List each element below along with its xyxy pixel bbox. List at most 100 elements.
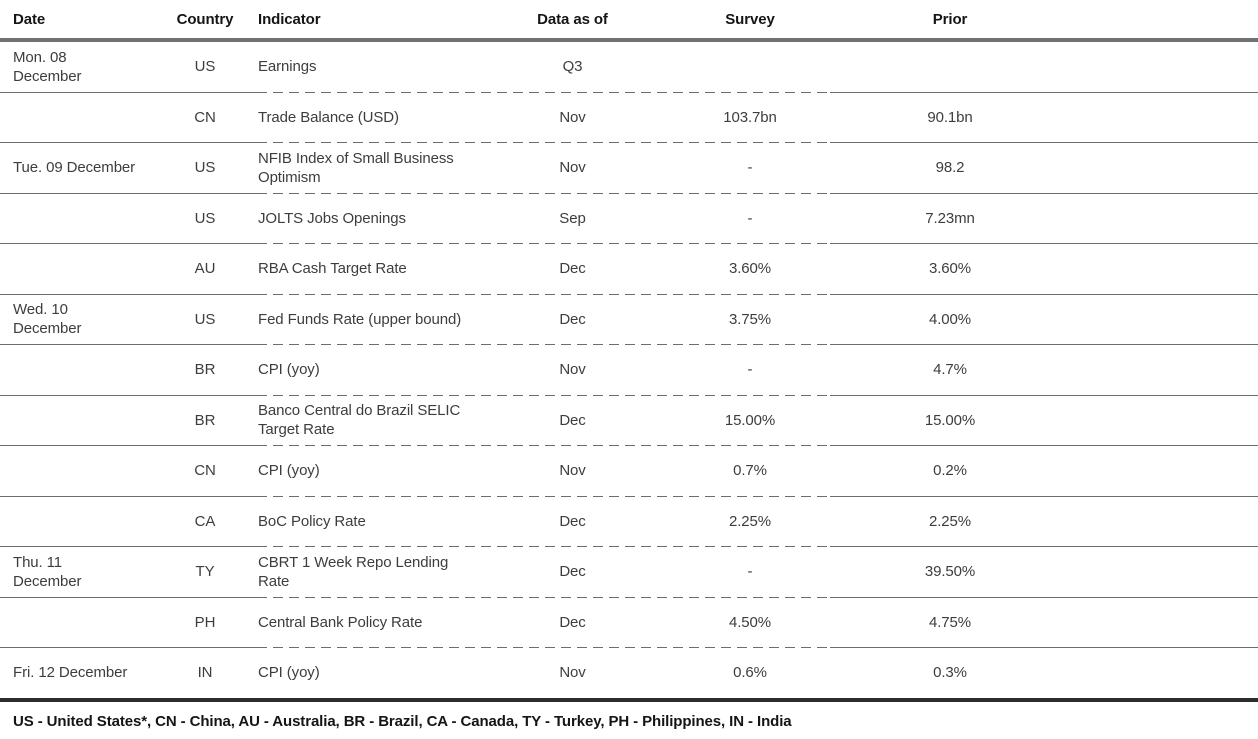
prior-cell: 0.2% xyxy=(933,462,967,480)
table-row: BR Banco Central do Brazil SELIC Target … xyxy=(0,396,1258,446)
country-cell: BR xyxy=(194,361,216,379)
country-cell: BR xyxy=(194,411,216,429)
separator-solid-left xyxy=(0,344,257,345)
country-cell: CN xyxy=(194,462,216,480)
separator-dashed-middle xyxy=(257,192,830,194)
table-row: CA BoC Policy Rate Dec 2.25% 2.25% xyxy=(0,497,1258,547)
filler-cell xyxy=(1045,345,1258,395)
data-as-of-cell: Nov xyxy=(559,664,586,682)
prior-cell: 3.60% xyxy=(928,260,972,278)
prior-cell: 15.00% xyxy=(924,411,976,429)
separator-solid-right xyxy=(830,394,1258,396)
separator-dashed-middle xyxy=(257,596,830,598)
table-row: AU RBA Cash Target Rate Dec 3.60% 3.60% xyxy=(0,244,1258,294)
date-cell: Thu. 11 December xyxy=(13,553,82,590)
separator-dashed-middle xyxy=(257,546,830,547)
country-code-legend: US - United States*, CN - China, AU - Au… xyxy=(13,712,792,730)
separator-solid-right xyxy=(830,91,1258,93)
table-row: Tue. 09 December US NFIB Index of Small … xyxy=(0,143,1258,193)
date-cell: Tue. 09 December xyxy=(13,159,136,177)
separator-solid-right xyxy=(830,243,1258,244)
prior-cell: 4.7% xyxy=(933,361,967,379)
country-cell: PH xyxy=(194,613,216,631)
separator-dashed-middle xyxy=(257,344,830,345)
table-row: Thu. 11 December TY CBRT 1 Week Repo Len… xyxy=(0,547,1258,597)
table-row: Wed. 10 December US Fed Funds Rate (uppe… xyxy=(0,295,1258,345)
data-as-of-cell: Dec xyxy=(559,613,586,631)
col-header-country: Country xyxy=(176,10,234,28)
separator-solid-left xyxy=(0,394,257,396)
data-as-of-cell: Q3 xyxy=(562,58,583,76)
filler-cell xyxy=(1045,143,1258,193)
separator-dashed-middle xyxy=(257,394,830,396)
filler-cell xyxy=(1045,648,1258,698)
indicator-cell: CPI (yoy) xyxy=(258,462,320,480)
date-cell xyxy=(0,598,170,648)
prior-cell: 39.50% xyxy=(924,563,976,581)
survey-cell: - xyxy=(747,563,753,581)
country-cell: US xyxy=(194,310,216,328)
col-header-indicator: Indicator xyxy=(258,10,321,28)
date-cell: Wed. 10 December xyxy=(13,301,82,338)
separator-solid-left xyxy=(0,192,257,194)
separator-dashed-middle xyxy=(257,445,830,446)
indicator-cell: CPI (yoy) xyxy=(258,361,320,379)
col-header-prior: Prior xyxy=(932,10,968,28)
separator-dashed-middle xyxy=(257,91,830,93)
survey-cell: 4.50% xyxy=(728,613,772,631)
table-row: Fri. 12 December IN CPI (yoy) Nov 0.6% 0… xyxy=(0,648,1258,698)
country-cell: TY xyxy=(195,563,215,581)
col-header-date: Date xyxy=(13,10,46,28)
date-cell: Fri. 12 December xyxy=(13,664,128,682)
separator-solid-left xyxy=(0,495,257,497)
prior-cell: 4.75% xyxy=(928,613,972,631)
data-as-of-cell: Dec xyxy=(559,512,586,530)
table-row: BR CPI (yoy) Nov - 4.7% xyxy=(0,345,1258,395)
separator-solid-right xyxy=(830,546,1258,547)
survey-cell: 0.7% xyxy=(733,462,767,480)
separator-solid-right xyxy=(830,495,1258,497)
survey-cell: 0.6% xyxy=(733,664,767,682)
data-as-of-cell: Dec xyxy=(559,411,586,429)
date-cell xyxy=(0,93,170,143)
prior-cell: 90.1bn xyxy=(927,108,973,126)
row-separator xyxy=(0,192,1258,194)
country-cell: AU xyxy=(194,260,216,278)
date-cell xyxy=(0,446,170,496)
prior-cell: 7.23mn xyxy=(925,209,975,227)
footer-rule xyxy=(0,697,1258,702)
separator-solid-right xyxy=(830,192,1258,194)
date-cell xyxy=(0,194,170,244)
prior-cell: 98.2 xyxy=(935,159,965,177)
row-separator xyxy=(0,91,1258,93)
separator-solid-right xyxy=(830,293,1258,295)
separator-dashed-middle xyxy=(257,243,830,244)
date-cell: Mon. 08 December xyxy=(13,48,82,85)
date-cell xyxy=(0,244,170,294)
row-separator xyxy=(0,394,1258,396)
table-body: Mon. 08 December US Earnings Q3 CN Trade… xyxy=(0,42,1258,698)
table-row: Mon. 08 December US Earnings Q3 xyxy=(0,42,1258,92)
separator-solid-left xyxy=(0,142,257,143)
data-as-of-cell: Nov xyxy=(559,361,586,379)
survey-cell: - xyxy=(747,159,753,177)
separator-solid-left xyxy=(0,445,257,446)
indicator-cell: CPI (yoy) xyxy=(258,664,320,682)
data-as-of-cell: Dec xyxy=(559,260,586,278)
date-cell xyxy=(0,345,170,395)
row-separator xyxy=(0,293,1258,295)
filler-cell xyxy=(1045,244,1258,294)
survey-cell: 3.75% xyxy=(728,310,772,328)
separator-solid-left xyxy=(0,596,257,598)
separator-solid-right xyxy=(830,344,1258,345)
row-separator xyxy=(0,445,1258,446)
separator-solid-right xyxy=(830,142,1258,143)
indicator-cell: JOLTS Jobs Openings xyxy=(258,209,406,227)
separator-solid-left xyxy=(0,293,257,295)
separator-dashed-middle xyxy=(257,647,830,648)
row-separator xyxy=(0,142,1258,143)
country-cell: IN xyxy=(197,664,213,682)
table-header: Date Country Indicator Data as of Survey… xyxy=(0,0,1258,38)
prior-cell: 4.00% xyxy=(928,310,972,328)
